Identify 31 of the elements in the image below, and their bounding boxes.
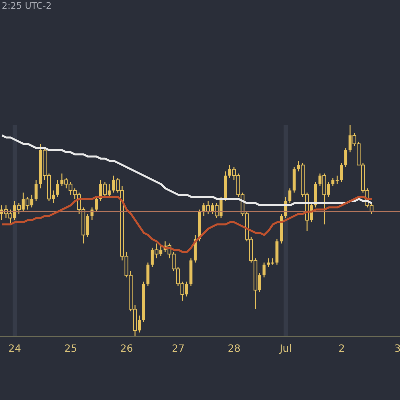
candlestick: [108, 184, 111, 198]
candlestick: [340, 162, 344, 183]
candlestick: [56, 180, 60, 198]
candlestick: [292, 166, 296, 194]
candlestick: [288, 188, 292, 204]
candlestick: [103, 182, 108, 198]
x-tick-label: 25: [64, 344, 78, 356]
x-tick-label: 27: [172, 344, 185, 356]
candlestick: [206, 200, 210, 215]
candlestick: [26, 196, 30, 210]
candlestick: [344, 148, 348, 168]
x-tick-label: Jul: [278, 344, 292, 356]
candlestick: [276, 238, 279, 266]
candlestick: [68, 182, 73, 196]
x-tick-label: 26: [120, 344, 134, 356]
candlestick: [190, 258, 193, 287]
x-tick-label: 2: [338, 344, 346, 356]
candlestick: [224, 171, 228, 202]
candlestick: [314, 182, 318, 208]
candlestick: [34, 180, 38, 202]
candlestick: [262, 262, 266, 278]
candlestick: [95, 196, 98, 212]
x-tick-label: 3: [394, 344, 400, 356]
candlestick: [215, 202, 219, 219]
candlestick: [8, 209, 12, 226]
x-tick-label: 24: [8, 344, 22, 356]
x-tick-label: 28: [228, 344, 241, 356]
candlestick: [146, 262, 150, 287]
candlestick: [86, 214, 90, 238]
candlestick: [322, 173, 326, 226]
text: 2:25 UTC-2: [2, 2, 52, 12]
